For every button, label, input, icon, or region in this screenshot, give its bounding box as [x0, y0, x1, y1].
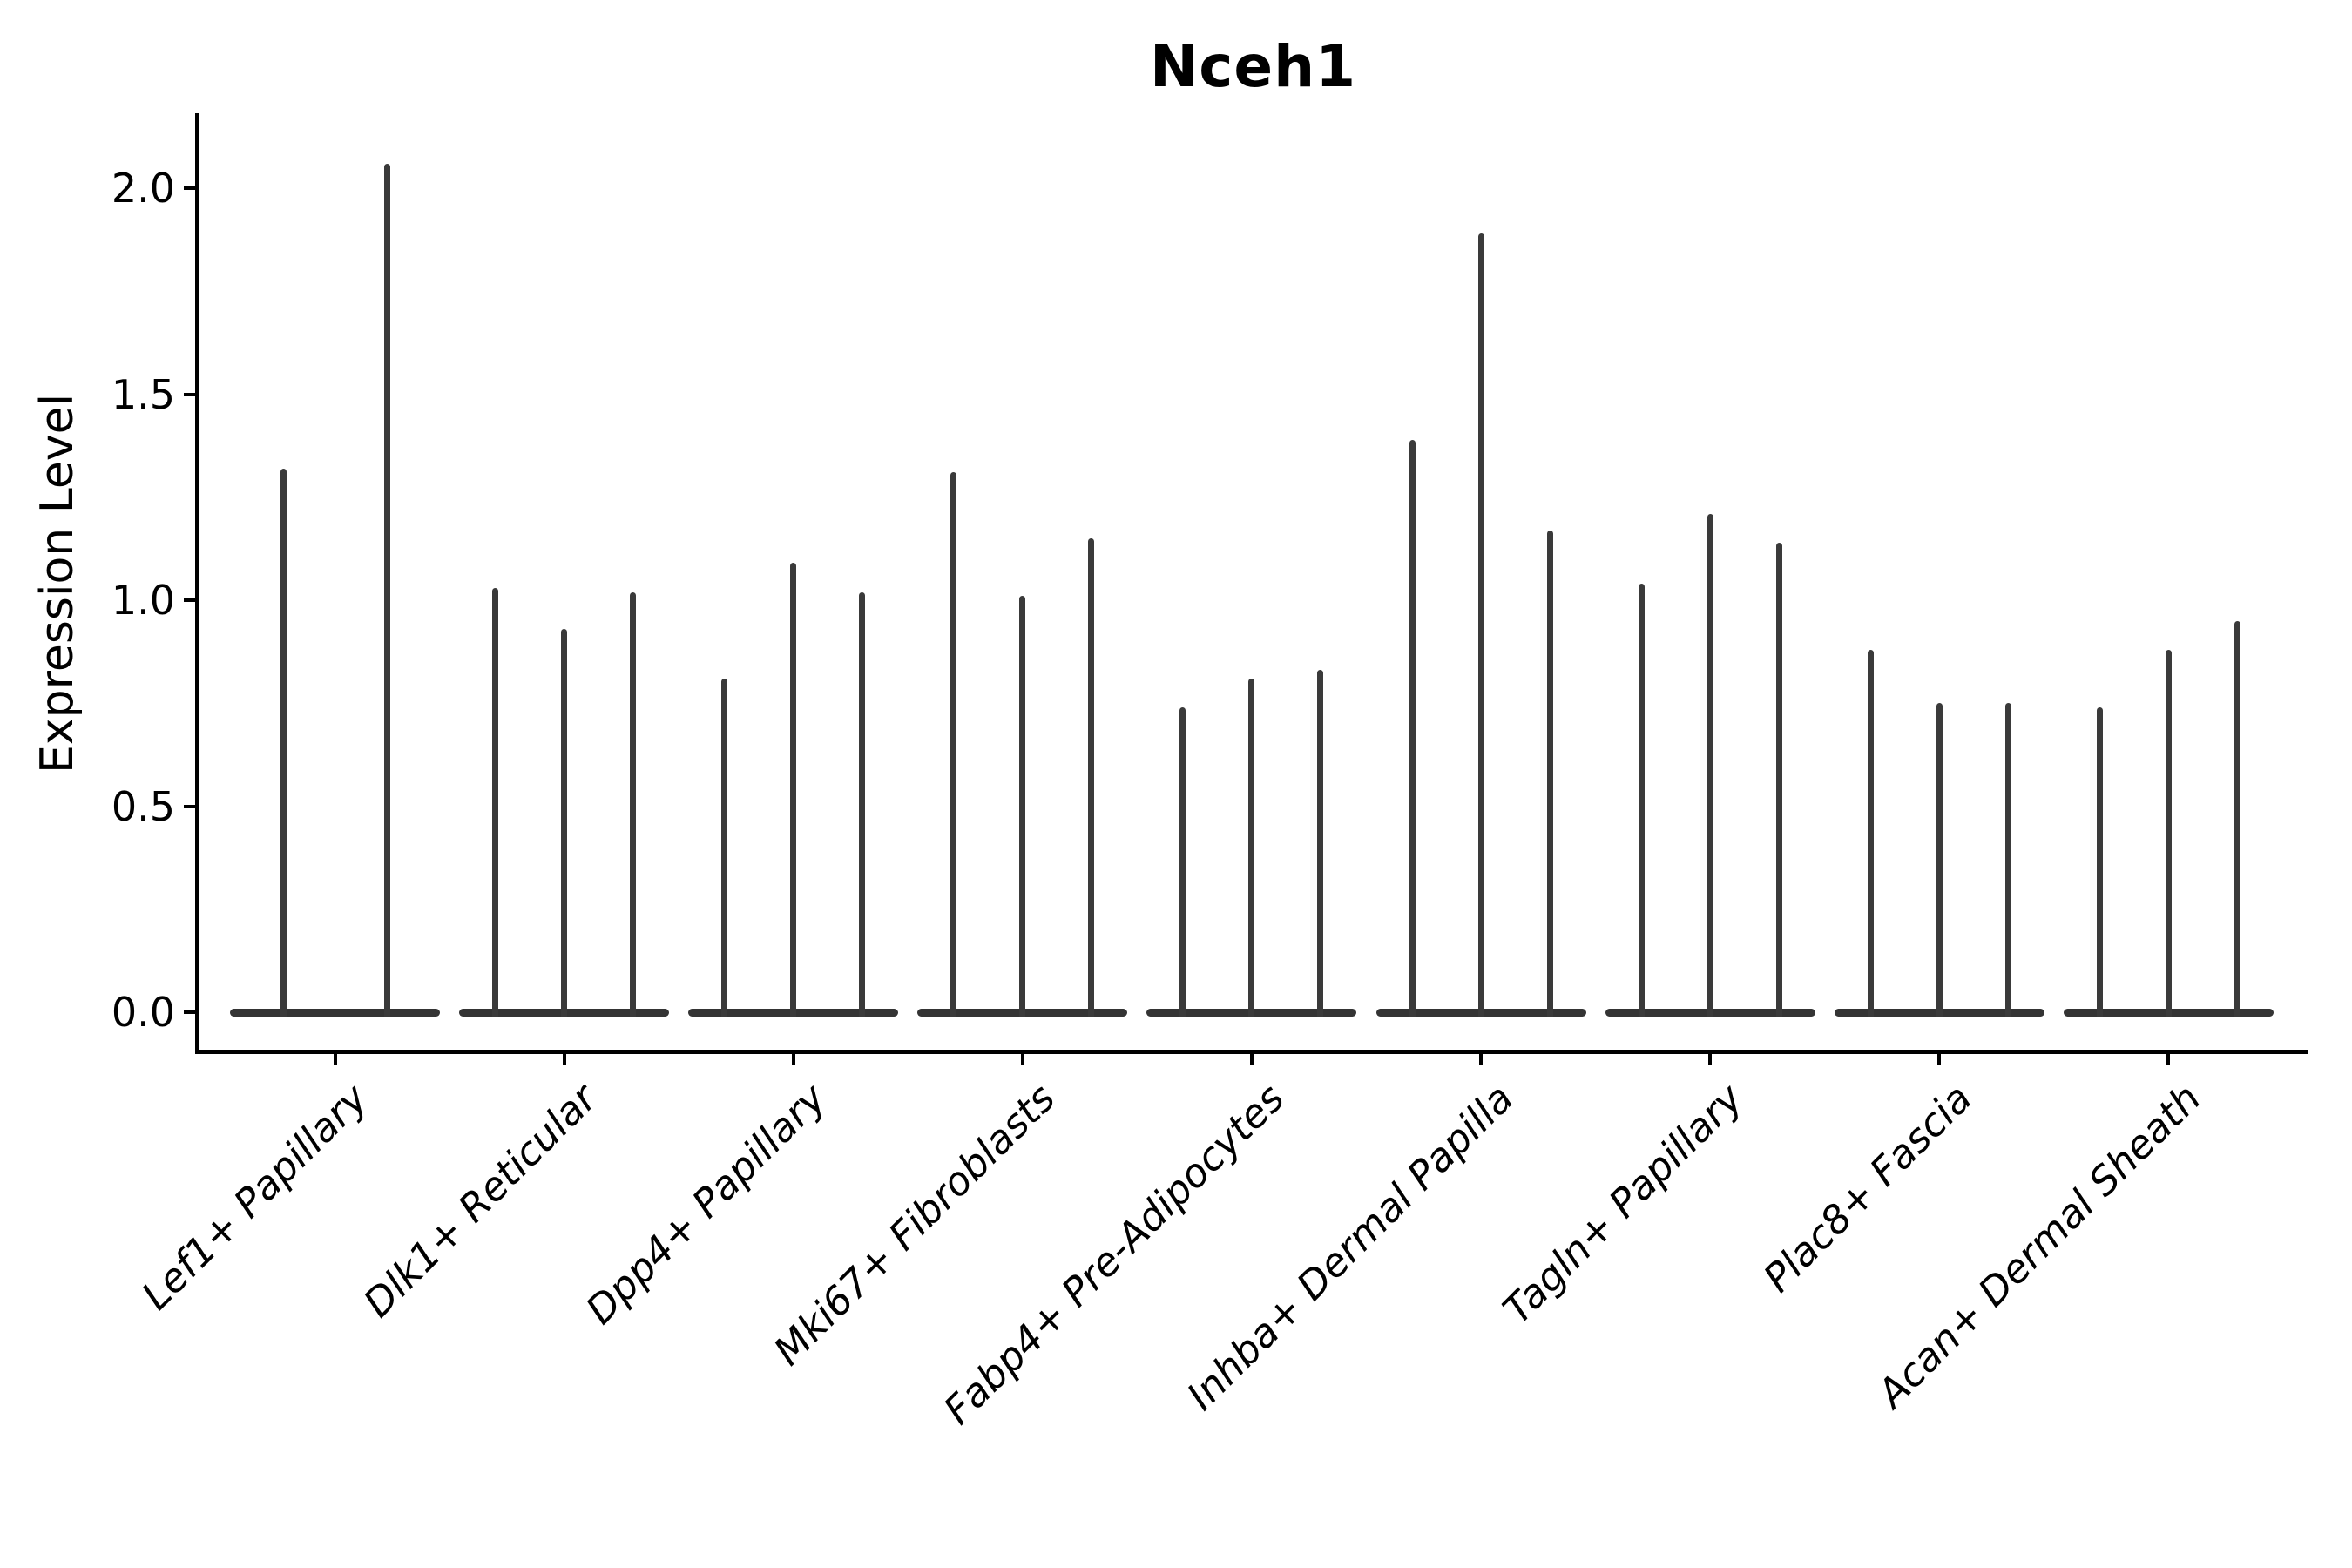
violin-spike [1707, 513, 1713, 1017]
violin-spike [1409, 439, 1416, 1017]
x-tick-label: Tagln+ Papillary [1493, 1075, 1752, 1333]
x-axis-tick [1479, 1053, 1483, 1065]
x-axis-tick [1249, 1053, 1254, 1065]
violin-spike [1179, 706, 1186, 1017]
y-tick-label: 0.0 [111, 989, 175, 1036]
y-tick-label: 1.0 [111, 577, 175, 624]
violin-spike [1317, 670, 1324, 1017]
violin-spike [1775, 542, 1782, 1017]
x-axis-tick [1708, 1053, 1713, 1065]
x-axis-tick [333, 1053, 337, 1065]
x-axis-tick [562, 1053, 566, 1065]
violin-spike [1867, 649, 1874, 1017]
violin-spike [790, 563, 797, 1017]
x-axis-tick [2166, 1053, 2171, 1065]
violin-spike [630, 591, 637, 1017]
violin-spike [383, 163, 390, 1017]
x-tick-label: Lef1+ Papillary [132, 1075, 376, 1319]
violin-spike [859, 591, 866, 1017]
violin-spike [1936, 703, 1943, 1017]
x-axis-tick [791, 1053, 795, 1065]
violin-spike [2234, 620, 2240, 1017]
y-tick-label: 2.0 [111, 165, 175, 212]
violin-spike [1019, 596, 1026, 1017]
violin-spike [280, 468, 287, 1017]
y-axis-tick [184, 598, 198, 602]
x-tick-label: Dpp4+ Papillary [576, 1075, 835, 1334]
violin-spike [492, 587, 499, 1017]
violin-spike [1477, 233, 1484, 1017]
violin-spike [721, 678, 728, 1017]
y-axis-spine [195, 113, 199, 1054]
x-axis-tick [1937, 1053, 1942, 1065]
violin-spike [2004, 703, 2011, 1017]
violin-spike [2165, 649, 2172, 1017]
y-tick-label: 1.5 [111, 370, 175, 418]
y-axis-tick [184, 804, 198, 808]
y-axis-tick [184, 1010, 198, 1014]
x-axis-tick [1020, 1053, 1024, 1065]
chart-title: Nceh1 [1149, 33, 1357, 100]
violin-spike [1088, 538, 1095, 1017]
violin-spike [1248, 678, 1255, 1017]
y-axis-tick [184, 186, 198, 190]
violin-spike [561, 629, 568, 1017]
y-axis-tick [184, 392, 198, 396]
violin-spike [950, 472, 957, 1017]
x-tick-label: Plac8+ Fascia [1754, 1075, 1981, 1301]
violin-spike [2096, 706, 2103, 1017]
x-tick-label: Dlk1+ Reticular [354, 1075, 606, 1327]
violin-spike [1546, 530, 1553, 1017]
y-tick-label: 0.5 [111, 782, 175, 830]
violin-spike [1638, 584, 1645, 1017]
violin-zero-body [230, 1008, 440, 1017]
x-axis-spine [195, 1050, 2308, 1054]
